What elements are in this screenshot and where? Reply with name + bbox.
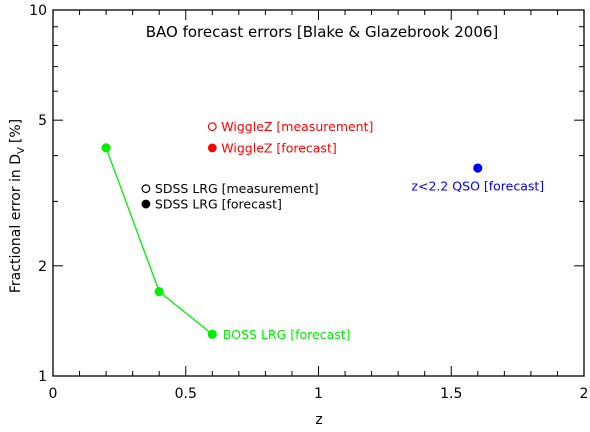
annotation-label: BOSS LRG [forecast] [223,327,351,342]
x-axis-label: z [315,412,322,428]
x-tick-label: 1 [314,386,323,402]
data-point [207,329,217,339]
annotation-label: SDSS LRG [measurement] [155,181,319,196]
y-axis-label: Fractional error in DV [%] [8,119,27,293]
chart-title: BAO forecast errors [Blake & Glazebrook … [146,23,499,41]
annotation-label: SDSS LRG [forecast] [155,197,282,212]
y-axis-label-subscript: V [16,147,27,154]
annotation-marker [207,143,217,153]
x-tick-label: 0.5 [175,386,197,402]
x-tick-label: 1.5 [440,386,462,402]
series-layer [101,143,483,339]
x-tick-label: 0 [49,386,58,402]
annotation-label: z<2.2 QSO [forecast] [411,179,544,194]
annotation-layer: WiggleZ [measurement] WiggleZ [forecast] S… [141,119,544,342]
y-tick-label: 1 [38,369,47,385]
data-point [154,287,164,297]
y-tick-label: 2 [38,259,47,275]
annotation-label: WiggleZ [forecast] [221,140,336,155]
x-axis-ticks: 0 0.5 1 1.5 2 [49,10,589,402]
series-line [105,147,213,335]
data-point [473,163,483,173]
y-tick-label: 5 [38,113,47,129]
y-axis-label-unit: [%] [8,119,24,143]
y-axis-ticks: 1 2 5 10 [29,3,584,385]
y-tick-label: 10 [29,3,47,19]
annotation-marker [141,184,151,194]
annotation-marker [141,199,151,209]
data-point [101,143,111,153]
x-tick-label: 2 [580,386,589,402]
annotation-marker [207,122,217,132]
y-axis-label-main: Fractional error in D [8,154,24,293]
annotation-label: WiggleZ [measurement] [221,119,373,134]
